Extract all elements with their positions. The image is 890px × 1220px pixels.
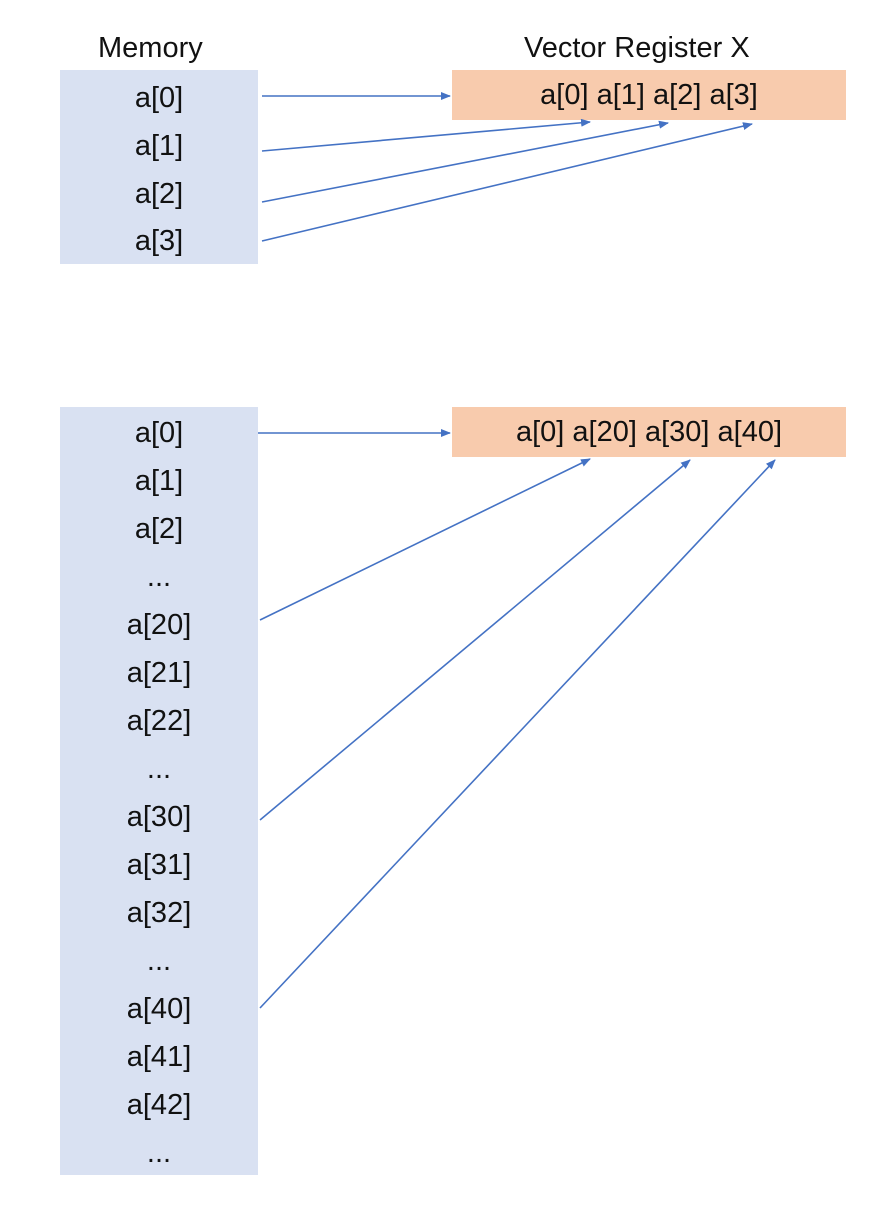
memory-item: ...: [146, 1137, 172, 1169]
memory-item: a[3]: [134, 225, 184, 257]
memory-item: a[40]: [126, 993, 192, 1025]
memory-item: a[2]: [134, 178, 184, 210]
vector-register-top: a[0] a[1] a[2] a[3]: [452, 70, 846, 120]
vector-register-title: Vector Register X: [524, 32, 750, 64]
memory-item: a[1]: [134, 130, 184, 162]
arrow-top-a3: [261, 122, 753, 242]
memory-item: ...: [146, 561, 172, 593]
memory-block-bottom: a[0] a[1] a[2] ... a[20] a[21] a[22] ...…: [60, 407, 258, 1175]
memory-block-top: a[0] a[1] a[2] a[3]: [60, 70, 258, 264]
arrow-bottom-a40: [259, 459, 776, 1009]
memory-item: a[31]: [126, 849, 192, 881]
memory-item: a[21]: [126, 657, 192, 689]
arrow-bottom-a20: [259, 458, 591, 621]
memory-item: a[2]: [134, 513, 184, 545]
memory-item: a[0]: [134, 417, 184, 449]
arrow-top-a2: [261, 120, 669, 203]
memory-item: ...: [146, 753, 172, 785]
memory-item: a[42]: [126, 1089, 192, 1121]
memory-item: a[20]: [126, 609, 192, 641]
memory-title: Memory: [98, 32, 203, 64]
memory-item: a[32]: [126, 897, 192, 929]
memory-item: a[1]: [134, 465, 184, 497]
memory-item: a[0]: [134, 82, 184, 114]
memory-item: a[41]: [126, 1041, 192, 1073]
memory-item: a[22]: [126, 705, 192, 737]
arrow-top-a1: [261, 118, 591, 152]
memory-item: a[30]: [126, 801, 192, 833]
memory-item: ...: [146, 945, 172, 977]
vector-register-bottom: a[0] a[20] a[30] a[40]: [452, 407, 846, 457]
arrow-bottom-a30: [259, 459, 691, 821]
